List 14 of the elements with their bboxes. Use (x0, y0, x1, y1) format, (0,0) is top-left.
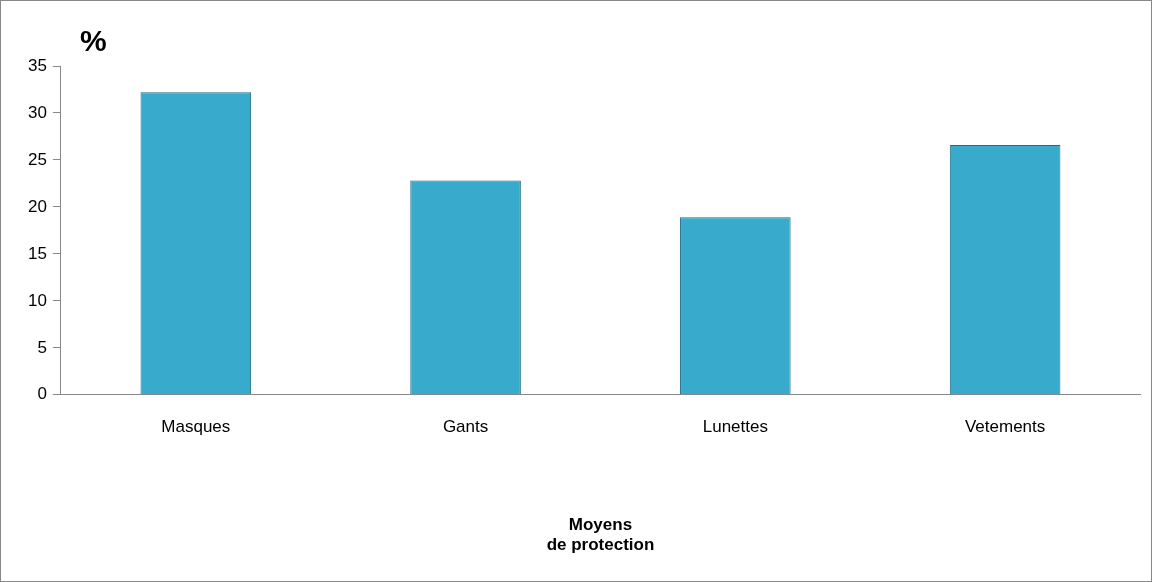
x-tick-label: Lunettes (702, 416, 768, 436)
y-tick-label: 5 (37, 337, 47, 357)
x-axis-title: Moyens de protection (546, 515, 655, 555)
x-tick-label: Gants (442, 416, 489, 436)
y-tick-label: 15 (27, 243, 47, 263)
y-tick-label: 10 (27, 290, 47, 310)
x-tick-label: Vetements (964, 416, 1046, 436)
y-tick-label: 35 (27, 55, 47, 75)
y-tick-label: 30 (27, 102, 47, 122)
y-tick-label: 0 (37, 384, 47, 404)
x-tick-label: Masques (161, 416, 231, 436)
y-tick-label: 25 (27, 149, 47, 169)
y-tick-label: 20 (27, 196, 47, 216)
y-axis-title: % (80, 24, 107, 58)
